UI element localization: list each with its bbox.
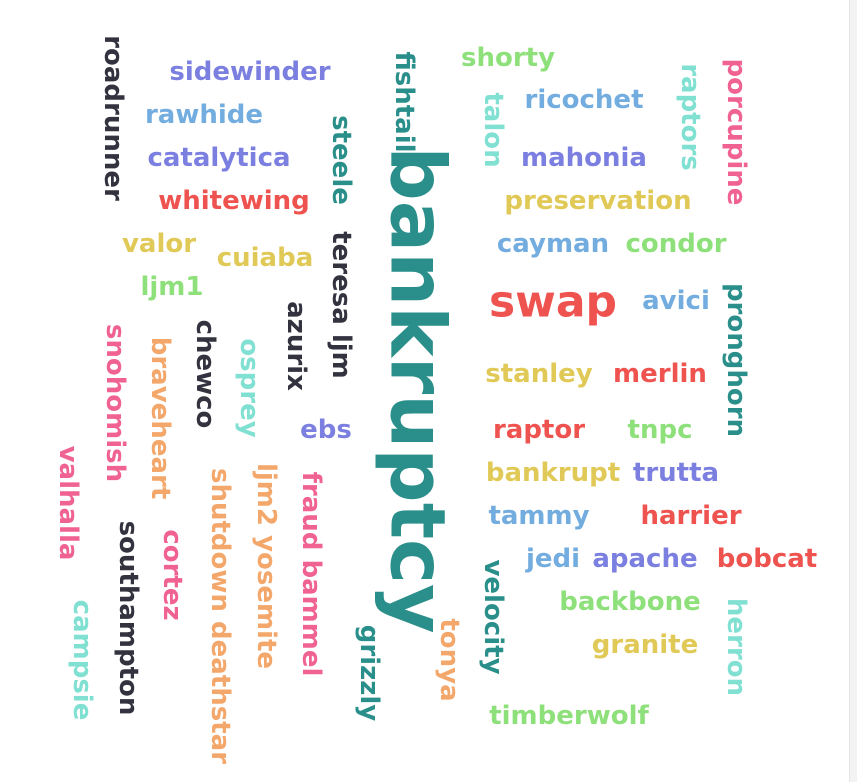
word-valor: valor bbox=[122, 229, 196, 259]
word-fraud-bammel: fraud bammel bbox=[296, 472, 326, 677]
word-merlin: merlin bbox=[613, 359, 707, 389]
word-grizzly: grizzly bbox=[354, 625, 384, 722]
word-stanley: stanley bbox=[485, 359, 593, 389]
word-harrier: harrier bbox=[640, 501, 741, 531]
word-rawhide: rawhide bbox=[145, 100, 263, 130]
word-chewco: chewco bbox=[190, 320, 220, 429]
word-mahonia: mahonia bbox=[521, 143, 647, 173]
word-tammy: tammy bbox=[488, 501, 589, 531]
word-roadrunner: roadrunner bbox=[98, 35, 128, 201]
word-raptors: raptors bbox=[675, 63, 705, 171]
word-avici: avici bbox=[642, 286, 710, 316]
word-swap: swap bbox=[489, 277, 617, 328]
word-pronghorn: pronghorn bbox=[721, 283, 751, 437]
word-bankruptcy: bankruptcy bbox=[374, 146, 463, 633]
word-raptor: raptor bbox=[493, 415, 585, 445]
word-trutta: trutta bbox=[633, 458, 719, 488]
word-cuiaba: cuiaba bbox=[217, 243, 314, 273]
word-timberwolf: timberwolf bbox=[489, 701, 649, 731]
scrollbar-track bbox=[849, 0, 857, 782]
word-teresa-ljm: teresa ljm bbox=[326, 231, 356, 379]
word-backbone: backbone bbox=[559, 587, 700, 617]
word-bobcat: bobcat bbox=[717, 544, 817, 574]
word-southampton: southampton bbox=[113, 521, 143, 716]
word-azurix: azurix bbox=[281, 301, 311, 391]
word-bankrupt: bankrupt bbox=[486, 458, 620, 488]
word-ljm1: ljm1 bbox=[140, 272, 203, 302]
word-campsie: campsie bbox=[67, 600, 97, 721]
word-shutdown-deathstar: shutdown deathstar bbox=[205, 468, 235, 764]
word-talon: talon bbox=[478, 92, 508, 167]
word-fishtail: fishtail bbox=[389, 51, 419, 152]
word-ricochet: ricochet bbox=[525, 85, 644, 115]
word-apache: apache bbox=[592, 544, 697, 574]
word-ljm2-yosemite: ljm2 yosemite bbox=[251, 463, 281, 669]
word-steele: steele bbox=[326, 115, 356, 205]
word-granite: granite bbox=[592, 630, 698, 660]
word-jedi: jedi bbox=[525, 544, 580, 574]
word-preservation: preservation bbox=[504, 186, 691, 216]
word-condor: condor bbox=[625, 229, 726, 259]
word-tnpc: tnpc bbox=[628, 415, 693, 445]
word-shorty: shorty bbox=[461, 43, 555, 73]
word-snohomish: snohomish bbox=[100, 324, 130, 482]
word-velocity: velocity bbox=[478, 559, 508, 674]
word-tonya: tonya bbox=[434, 618, 464, 701]
word-herron: herron bbox=[721, 598, 751, 696]
word-osprey: osprey bbox=[234, 338, 264, 437]
word-ebs: ebs bbox=[300, 415, 352, 445]
word-whitewing: whitewing bbox=[158, 186, 310, 216]
word-sidewinder: sidewinder bbox=[169, 57, 330, 87]
word-cayman: cayman bbox=[497, 229, 609, 259]
word-cortez: cortez bbox=[157, 529, 187, 620]
word-valhalla: valhalla bbox=[53, 446, 83, 561]
word-braveheart: braveheart bbox=[145, 337, 175, 500]
word-catalytica: catalytica bbox=[147, 143, 290, 173]
word-porcupine: porcupine bbox=[721, 59, 751, 206]
